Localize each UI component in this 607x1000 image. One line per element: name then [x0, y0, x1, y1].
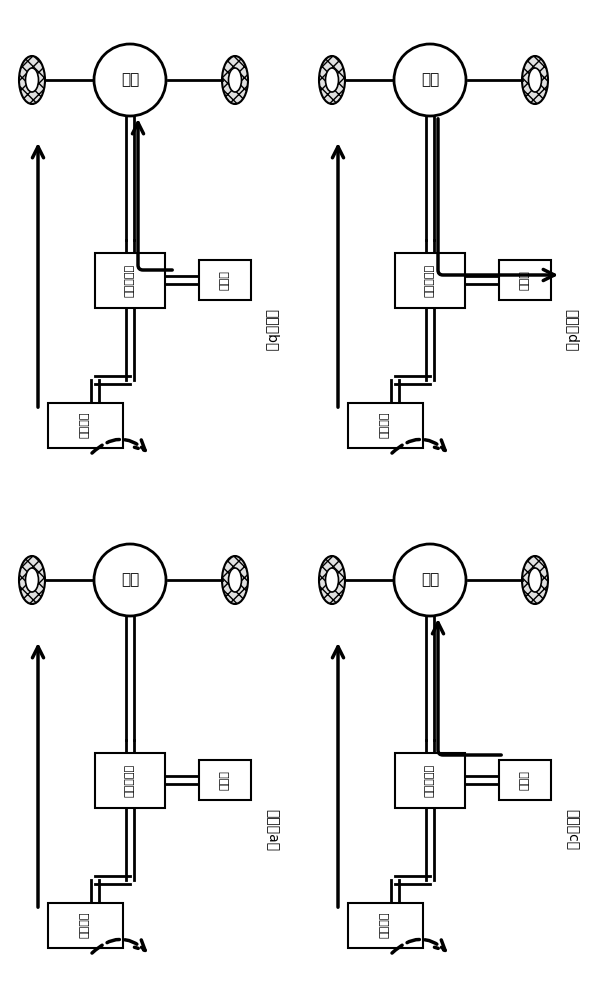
- Circle shape: [94, 544, 166, 616]
- FancyArrowPatch shape: [92, 439, 145, 453]
- Text: 功率变换器: 功率变换器: [125, 263, 135, 297]
- Text: 功率变换器: 功率变换器: [425, 263, 435, 297]
- Ellipse shape: [529, 568, 541, 592]
- Ellipse shape: [529, 68, 541, 92]
- Bar: [47, 402, 123, 448]
- Bar: [95, 752, 165, 808]
- Ellipse shape: [325, 68, 339, 92]
- Text: 蓄电池: 蓄电池: [220, 770, 230, 790]
- Ellipse shape: [19, 556, 45, 604]
- FancyArrowPatch shape: [392, 939, 445, 953]
- Bar: [347, 402, 422, 448]
- Bar: [47, 902, 123, 948]
- Text: 燃料电池: 燃料电池: [380, 912, 390, 938]
- Circle shape: [94, 44, 166, 116]
- Bar: [347, 902, 422, 948]
- Text: 蓄电池: 蓄电池: [220, 270, 230, 290]
- Ellipse shape: [25, 568, 38, 592]
- Circle shape: [394, 544, 466, 616]
- Circle shape: [394, 44, 466, 116]
- Ellipse shape: [319, 556, 345, 604]
- Bar: [199, 760, 251, 800]
- Text: 电机: 电机: [421, 572, 439, 587]
- Bar: [395, 752, 465, 808]
- Text: 功率变换器: 功率变换器: [125, 763, 135, 797]
- Bar: [395, 252, 465, 308]
- Text: 模式（b）: 模式（b）: [265, 309, 279, 351]
- Text: 电机: 电机: [121, 572, 139, 587]
- FancyArrowPatch shape: [92, 939, 145, 953]
- Ellipse shape: [228, 568, 242, 592]
- Text: 模式（d）: 模式（d）: [565, 309, 579, 351]
- Bar: [199, 260, 251, 300]
- Ellipse shape: [19, 56, 45, 104]
- Bar: [499, 760, 551, 800]
- Text: 电机: 电机: [121, 73, 139, 88]
- Ellipse shape: [222, 56, 248, 104]
- Ellipse shape: [319, 56, 345, 104]
- Text: 蓄电池: 蓄电池: [520, 770, 530, 790]
- Ellipse shape: [228, 68, 242, 92]
- Text: 功率变换器: 功率变换器: [425, 763, 435, 797]
- FancyArrowPatch shape: [392, 439, 445, 453]
- Text: 燃料电池: 燃料电池: [80, 912, 90, 938]
- Ellipse shape: [522, 556, 548, 604]
- Text: 模式（a）: 模式（a）: [265, 809, 279, 851]
- Ellipse shape: [25, 68, 38, 92]
- Text: 燃料电池: 燃料电池: [380, 412, 390, 438]
- Text: 模式（c）: 模式（c）: [565, 809, 579, 851]
- Bar: [499, 260, 551, 300]
- Ellipse shape: [222, 556, 248, 604]
- Text: 蓄电池: 蓄电池: [520, 270, 530, 290]
- Text: 燃料电池: 燃料电池: [80, 412, 90, 438]
- Ellipse shape: [522, 56, 548, 104]
- Bar: [95, 252, 165, 308]
- Ellipse shape: [325, 568, 339, 592]
- Text: 电机: 电机: [421, 73, 439, 88]
